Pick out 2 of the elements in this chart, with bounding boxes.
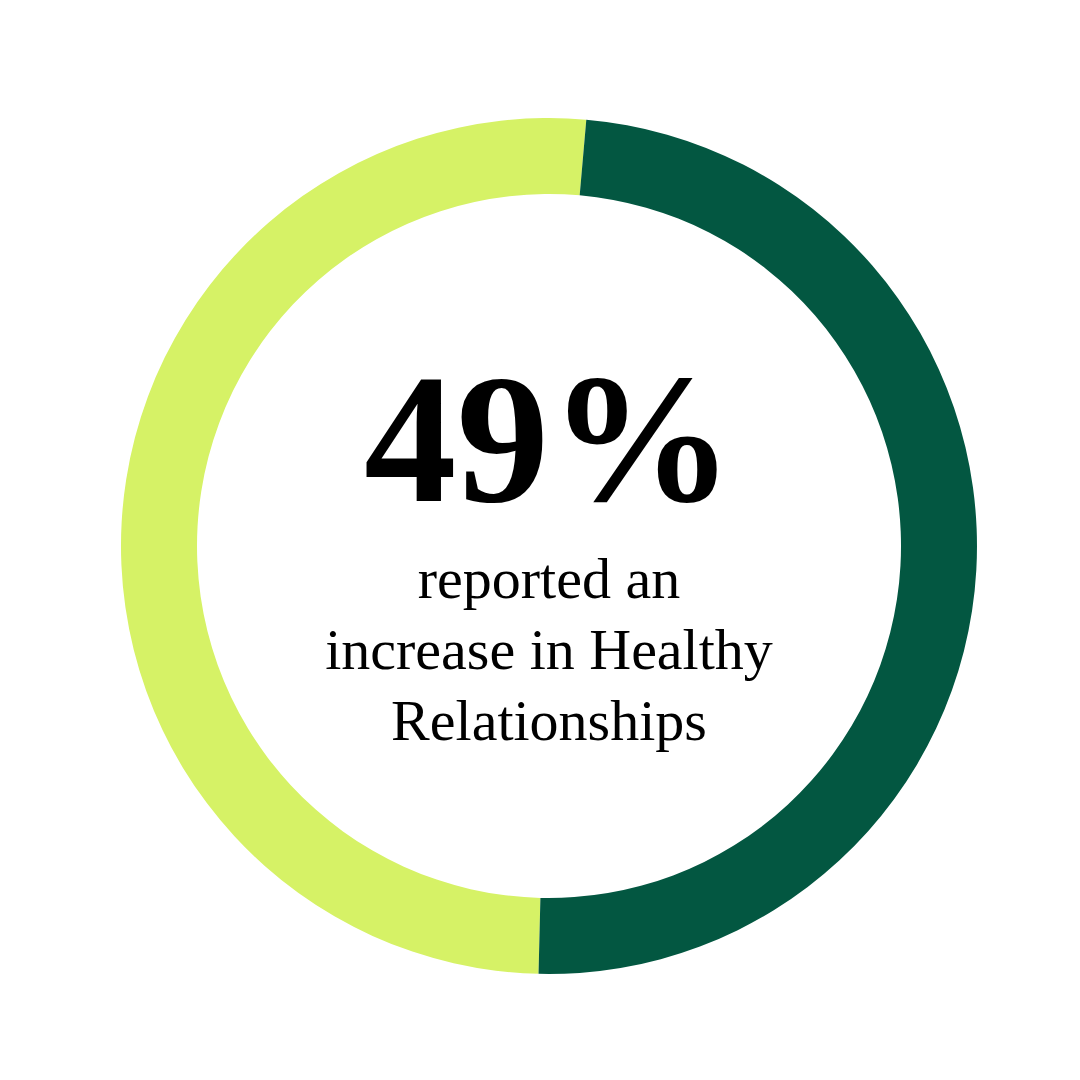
data-label: 49%	[364, 336, 734, 541]
text: reported an increase in Healthy Relationships	[325, 546, 773, 753]
